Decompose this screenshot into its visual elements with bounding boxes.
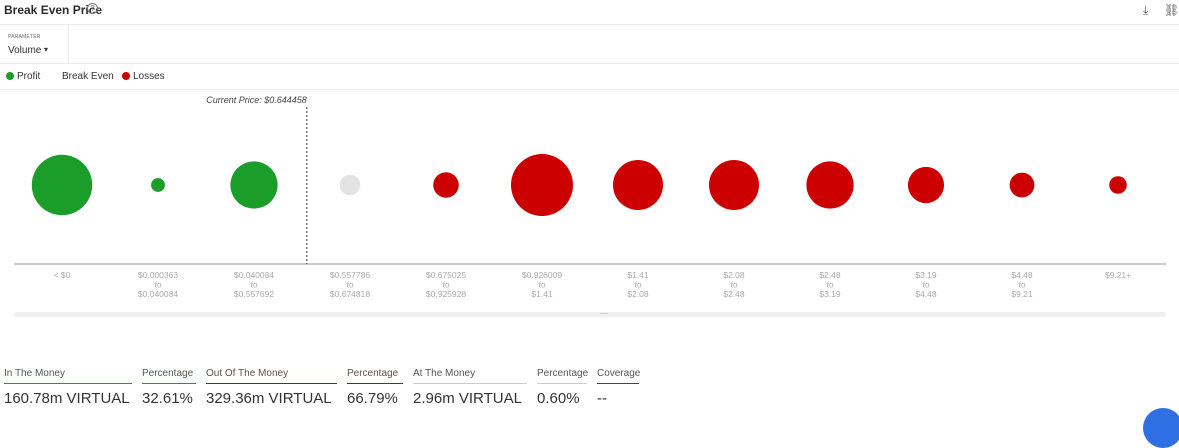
bubble-8 [806,161,854,209]
stat-value: 2.96m VIRTUAL [413,390,522,407]
x-tick-label-6-1: to [634,280,641,290]
x-tick-label-4-2: $0.925928 [426,289,466,299]
x-tick-label-4-1: to [442,280,449,290]
widget-title: Break Even Price [4,3,103,17]
legend-item-break-even[interactable]: Break Even [62,71,114,82]
widget-header: Break Even Price ? ⤓ ⛓ [0,0,1179,25]
legend-swatch-profit [6,72,14,80]
stat-underline [537,383,587,384]
bubble-6 [613,160,663,210]
bubble-2 [230,161,278,209]
stat-6: Coverage -- [597,368,641,407]
bubble-11 [1109,176,1127,194]
parameter-select[interactable]: PARAMETER Volume ▾ [0,25,69,63]
stat-value: 329.36m VIRTUAL [206,390,332,407]
stat-underline [4,383,132,384]
x-tick-label-6-2: $2.08 [627,289,649,299]
x-tick-label-7-0: $2.08 [723,270,745,280]
x-tick-label-7-1: to [730,280,737,290]
bubble-4 [433,172,459,198]
x-tick-label-5-0: $0.926009 [522,270,562,280]
legend-label-profit: Profit [17,71,41,82]
x-tick-label-0-0: < $0 [54,270,71,280]
stat-4: At The Money 2.96m VIRTUAL [413,368,527,407]
x-tick-label-9-0: $3.19 [915,270,937,280]
x-tick-label-1-2: $0.040084 [138,289,178,299]
legend: Profit Break Even Losses [0,64,1179,90]
stat-label: At The Money [413,368,476,379]
x-tick-label-10-1: to [1018,280,1025,290]
x-tick-label-2-2: $0.557692 [234,289,274,299]
stat-underline [206,383,337,384]
x-tick-label-10-2: $9.21 [1011,289,1033,299]
stat-2: Out Of The Money 329.36m VIRTUAL [206,368,337,407]
chevron-down-icon: ▾ [44,45,49,54]
link-icon[interactable]: ⛓ [1164,3,1179,17]
legend-item-profit[interactable]: Profit [6,71,40,82]
x-tick-label-9-2: $4.48 [915,289,937,299]
stat-value: -- [597,390,607,407]
x-tick-label-3-1: to [346,280,353,290]
legend-swatch-losses [122,72,130,80]
stat-value: 0.60% [537,390,580,407]
x-tick-label-3-0: $0.557786 [330,270,370,280]
stat-value: 160.78m VIRTUAL [4,390,130,407]
stat-5: Percentage 0.60% [537,368,589,407]
parameter-row: PARAMETER Volume ▾ [0,25,1179,64]
x-tick-label-8-1: to [826,280,833,290]
stat-3: Percentage 66.79% [347,368,403,407]
stat-label: Percentage [537,368,589,379]
x-tick-label-2-1: to [250,280,257,290]
legend-label-losses: Losses [133,71,165,82]
x-tick-label-8-0: $2.48 [819,270,841,280]
bubble-3 [339,174,361,196]
parameter-label: PARAMETER [8,34,41,40]
bubble-chart: Current Price: $0.644458< $0 $0.000363to$… [14,95,1166,299]
stat-value: 32.61% [142,390,193,407]
stat-underline [413,383,527,384]
x-tick-label-2-0: $0.040084 [234,270,274,280]
x-tick-label-1-1: to [154,280,161,290]
stat-underline [347,383,403,384]
x-tick-label-11-0: $9.21+ [1105,270,1131,280]
chat-fab-button[interactable] [1143,408,1179,448]
bubble-1 [151,178,165,192]
stat-label: Percentage [142,368,194,379]
current-price-label: Current Price: $0.644458 [206,95,307,105]
bubble-7 [709,160,759,210]
legend-label-break-even: Break Even [62,71,114,82]
stat-0: In The Money 160.78m VIRTUAL [4,368,132,407]
x-tick-label-8-2: $3.19 [819,289,841,299]
stat-label: Out Of The Money [206,368,289,379]
stat-label: In The Money [4,368,65,379]
x-tick-label-1-0: $0.000363 [138,270,178,280]
download-icon[interactable]: ⤓ [1143,3,1149,17]
x-tick-label-7-2: $2.48 [723,289,745,299]
x-tick-label-5-2: $1.41 [531,289,553,299]
bubble-0 [31,154,93,216]
bubble-9 [907,166,945,204]
stat-underline [142,383,196,384]
x-tick-label-4-0: $0.675025 [426,270,466,280]
chart-scrollbar[interactable] [14,312,1166,317]
scrollbar-grip[interactable] [600,313,608,317]
stat-1: Percentage 32.61% [142,368,196,407]
legend-item-losses[interactable]: Losses [122,71,165,82]
x-tick-label-6-0: $1.41 [627,270,649,280]
x-tick-label-3-2: $0.674818 [330,289,370,299]
stat-label: Percentage [347,368,399,379]
parameter-value: Volume [8,45,42,56]
bubble-5 [511,154,573,216]
help-icon[interactable]: ? [87,3,98,14]
x-tick-label-5-1: to [538,280,545,290]
x-tick-label-10-0: $4.48 [1011,270,1033,280]
stat-value: 66.79% [347,390,398,407]
bubble-10 [1009,172,1035,198]
x-tick-label-9-1: to [922,280,929,290]
stat-label: Coverage [597,368,641,379]
stat-underline [597,383,639,384]
